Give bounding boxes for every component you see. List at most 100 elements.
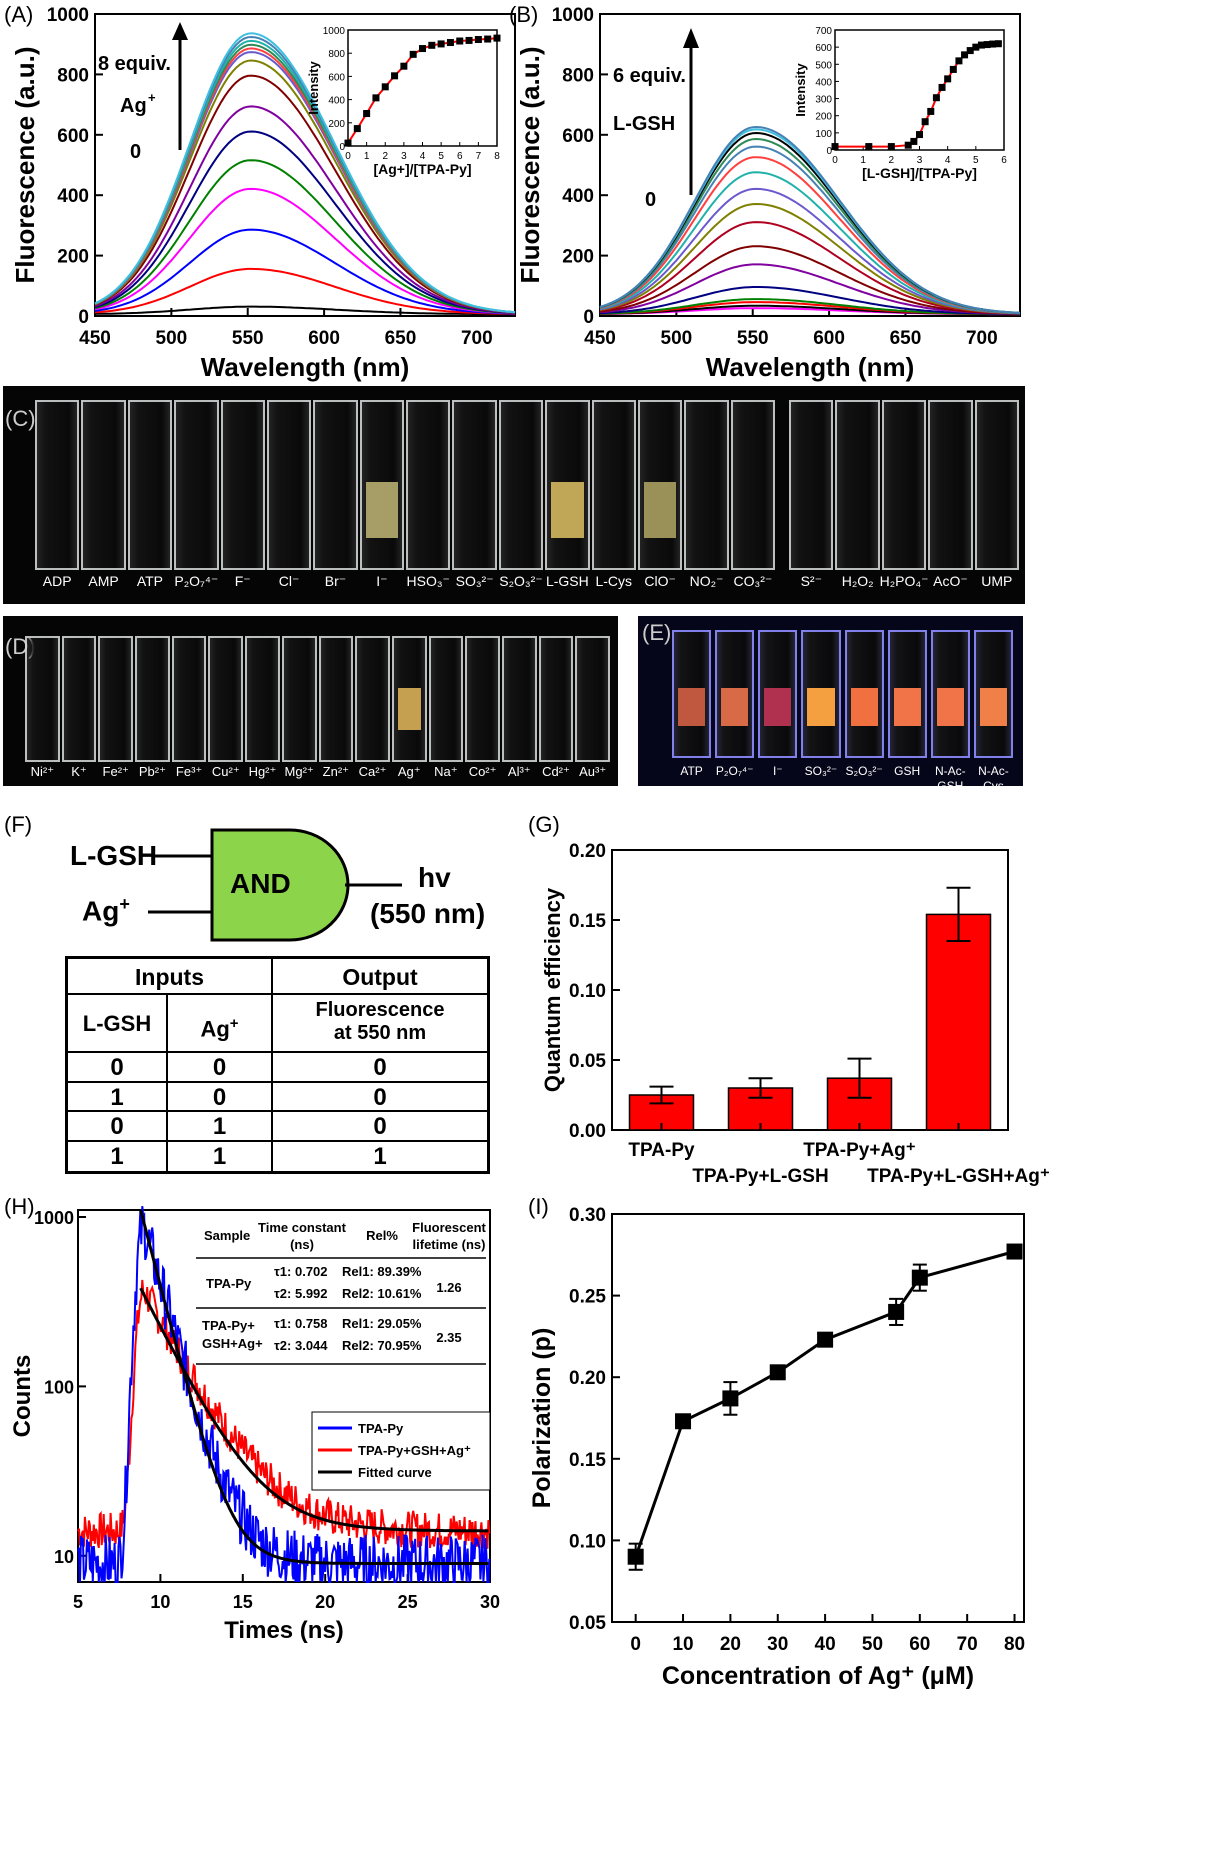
data-point	[627, 1548, 644, 1565]
legend-entry: TPA-Py+GSH+Ag⁺	[358, 1443, 471, 1458]
cuvette-label: N-Ac-GSH	[934, 764, 966, 786]
x-tick-label: 700	[966, 328, 998, 349]
cuvette-solution	[365, 482, 399, 538]
truth-table: Inputs Output L-GSH Ag+ Fluorescence at …	[65, 956, 490, 1174]
panel-i-label: (I)	[528, 1194, 549, 1219]
tt-cell: 1	[68, 1141, 168, 1171]
cuvette-label: ClO⁻	[644, 573, 676, 589]
cuvette	[801, 630, 841, 758]
tt-cell: 0	[273, 1053, 487, 1083]
inset-point	[456, 37, 464, 45]
gate-input-ag: Ag+	[82, 894, 130, 927]
cuvette-label: I⁻	[376, 573, 388, 589]
inset-y-tick-label: 600	[328, 72, 345, 83]
cuvette	[61, 636, 97, 762]
inset-point	[831, 143, 839, 151]
inset-y-tick-label: 300	[815, 95, 832, 106]
cuvette	[730, 400, 776, 570]
cuvette	[789, 400, 834, 570]
panel-e-photo: (E) ATP P₂O₇⁴⁻ I⁻ SO₃²⁻ S₂O₃²⁻ GSH N-Ac-GSH N-A…	[638, 616, 1023, 786]
y-tick-label: 1000	[34, 1208, 74, 1228]
cuvette-label: P₂O₇⁴⁻	[174, 573, 219, 589]
panel-g-label: (G)	[528, 812, 560, 837]
y-tick-label: 10	[54, 1547, 74, 1567]
panel-h-label: (H)	[4, 1194, 35, 1219]
table-tau: τ1: 0.758	[274, 1316, 328, 1331]
cuvette	[715, 630, 755, 758]
y-tick-label: 0.05	[569, 1613, 606, 1634]
polarization-line	[634, 1250, 1015, 1558]
data-point	[888, 1303, 905, 1320]
gate-input-lgsh: L-GSH	[70, 840, 158, 871]
cuvette	[887, 630, 927, 758]
tt-cell: 0	[168, 1053, 273, 1083]
x-tick-label: 30	[480, 1592, 500, 1612]
x-tick-label: TPA-Py+Ag⁺	[803, 1140, 916, 1161]
panel-g: 0.00 0.05 0.10 0.15 0.20 Quantum efficiency TP…	[520, 808, 1228, 1188]
inset-x-tick-label: 4	[420, 151, 426, 162]
panel-i-chart: 0 10 20 30 40 50 60 70 80 0.05 0.10 0.15 0.20 0.25 0.3…	[528, 1205, 1025, 1690]
inset-x-tick-label: 1	[860, 155, 866, 166]
inset-y-tick-label: 100	[815, 129, 832, 140]
cuvette-label: HSO₃⁻	[406, 573, 450, 589]
table-head-lifetime: Fluorescent	[412, 1220, 486, 1235]
cuvette-solution	[979, 688, 1007, 726]
cuvette	[575, 636, 610, 762]
cuvette-label: SO₃²⁻	[455, 573, 494, 589]
inset-x-tick-label: 0	[345, 151, 351, 162]
cuvette-label: AcO⁻	[933, 573, 968, 589]
panel-c-label: (C)	[5, 406, 36, 431]
table-sample: TPA-Py	[206, 1276, 252, 1291]
inset-x-label: [L-GSH]/[TPA-Py]	[862, 165, 977, 181]
tt-col-fluorescence: Fluorescence at 550 nm	[273, 995, 487, 1053]
x-tick-label: 60	[909, 1634, 930, 1655]
cuvette	[266, 400, 312, 570]
cuvette	[465, 636, 500, 762]
x-axis-label: Wavelength (nm)	[201, 352, 409, 382]
cuvette	[174, 400, 219, 570]
y-tick-label: 800	[562, 65, 594, 86]
tt-col-lgsh: L-GSH	[68, 995, 168, 1053]
cuvette-label: Mg²⁺	[284, 764, 314, 779]
cuvette-solution	[551, 482, 584, 538]
x-tick-label: 5	[73, 1592, 83, 1612]
gate-input-ag-sup: +	[119, 894, 130, 914]
cuvette-solution	[643, 482, 677, 538]
table-tau: τ1: 0.702	[274, 1264, 328, 1279]
annotation-ag-sup: +	[148, 90, 156, 105]
cuvette	[127, 400, 173, 570]
inset-point	[949, 65, 957, 73]
cuvette-label: GSH	[894, 764, 921, 778]
cuvette-solution	[850, 688, 878, 726]
y-tick-label: 0	[78, 307, 89, 328]
inset-point	[493, 34, 501, 42]
x-tick-label: 650	[890, 328, 922, 349]
cuvette-solution	[764, 688, 792, 726]
inset-x-tick-label: 4	[945, 155, 951, 166]
x-tick-label: TPA-Py+L-GSH	[692, 1166, 828, 1187]
panel-f: (F) AND L-GSH Ag+ hv (550 nm) Inputs Out…	[0, 808, 510, 1174]
inset-point	[921, 118, 929, 126]
x-tick-label: 20	[315, 1592, 335, 1612]
cuvette-label: F⁻	[234, 573, 251, 589]
arrow-head	[172, 22, 188, 40]
tt-cell: 1	[373, 1142, 387, 1170]
spectrum-line	[94, 159, 516, 315]
cuvette-label: L-Cys	[595, 573, 633, 589]
plot-frame	[611, 1213, 1025, 1623]
x-tick-label: 80	[1004, 1634, 1025, 1655]
table-sample: TPA-Py+	[202, 1318, 255, 1333]
table-head-sample: Sample	[204, 1228, 250, 1243]
cuvette-label: Ni²⁺	[30, 764, 55, 779]
tt-col3-line2: at 550 nm	[333, 1022, 427, 1044]
x-tick-label: TPA-Py+L-GSH+Ag⁺	[867, 1166, 1050, 1187]
cuvette	[928, 400, 973, 570]
cuvette-label: Cd²⁺	[542, 764, 570, 779]
inset-point	[994, 40, 1002, 48]
data-point	[769, 1364, 786, 1381]
cuvette	[220, 400, 265, 570]
cuvette-label: N-Ac-Cys	[978, 764, 1009, 786]
x-axis-label: Times (ns)	[224, 1617, 344, 1644]
y-axis-label: Fluorescence (a.u.)	[515, 47, 545, 284]
inset-point	[865, 143, 873, 151]
